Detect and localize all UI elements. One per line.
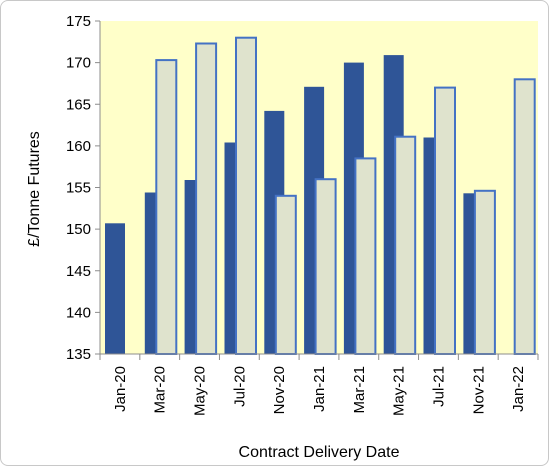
bar-series2-May-20 bbox=[195, 42, 218, 355]
y-tick-label-150: 150 bbox=[66, 221, 91, 238]
x-tick-labels: Jan-20 Mar-20 May-20 Jul-20 Nov-20 Jan-21 Mar-… bbox=[112, 366, 527, 416]
y-tick-label-165: 165 bbox=[66, 96, 91, 113]
bar-series2-Nov-20 bbox=[274, 194, 297, 355]
y-tick-label-175: 175 bbox=[66, 13, 91, 30]
bar-series2-May-21 bbox=[394, 135, 417, 355]
x-tick-label-Nov-20: Nov-20 bbox=[271, 366, 288, 414]
bar-series2-Mar-21 bbox=[354, 157, 377, 355]
x-tick-label-Jan-21: Jan-21 bbox=[311, 366, 328, 412]
x-tick-label-May-20: May-20 bbox=[192, 366, 209, 416]
bar-series2-Nov-21 bbox=[473, 189, 496, 355]
y-tick-labels: 135 140 145 150 155 160 165 170 175 bbox=[66, 13, 91, 363]
x-tick-label-Jan-22: Jan-22 bbox=[510, 366, 527, 412]
bar-series2-Jan-21 bbox=[314, 178, 337, 355]
y-tick-label-140: 140 bbox=[66, 304, 91, 321]
bars-group bbox=[105, 36, 536, 356]
x-tick-label-Mar-20: Mar-20 bbox=[152, 366, 169, 414]
y-tick-label-160: 160 bbox=[66, 138, 91, 155]
bar-series2-Jan-22 bbox=[513, 78, 536, 356]
bar-series2-Mar-20 bbox=[155, 59, 178, 355]
x-tick-label-Mar-21: Mar-21 bbox=[351, 366, 368, 414]
bar-series2-Jul-21 bbox=[434, 86, 456, 355]
x-axis-title: Contract Delivery Date bbox=[239, 444, 400, 461]
x-tick-label-May-21: May-21 bbox=[391, 366, 408, 416]
x-tick-label-Jul-20: Jul-20 bbox=[231, 366, 248, 407]
axes-group bbox=[95, 20, 539, 360]
x-tick-label-Nov-21: Nov-21 bbox=[470, 366, 487, 414]
bar-series2-Jul-20 bbox=[235, 36, 257, 355]
x-tick-label-Jul-21: Jul-21 bbox=[431, 366, 448, 407]
y-tick-label-135: 135 bbox=[66, 346, 91, 363]
y-axis-title: £/Tonne Futures bbox=[26, 131, 43, 247]
y-tick-label-155: 155 bbox=[66, 180, 91, 197]
x-tick-label-Jan-20: Jan-20 bbox=[112, 366, 129, 412]
bar-series1-Jan-20 bbox=[105, 223, 125, 354]
y-tick-label-145: 145 bbox=[66, 263, 91, 280]
y-tick-label-170: 170 bbox=[66, 55, 91, 72]
